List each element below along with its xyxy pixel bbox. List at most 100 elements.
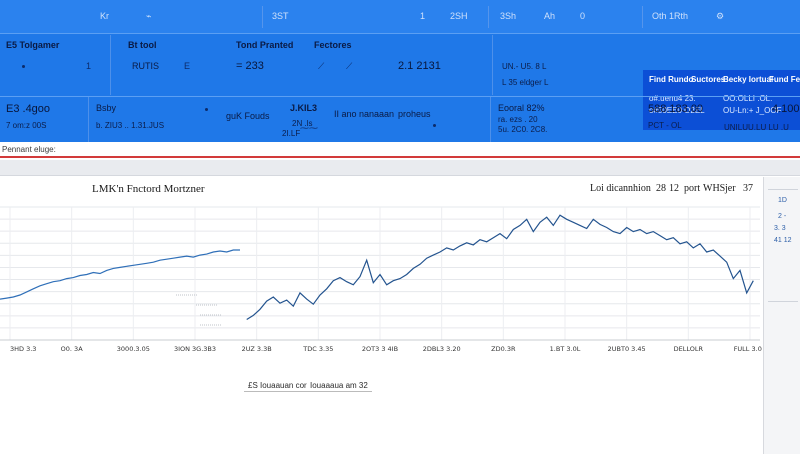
fund-value: = 233 <box>236 60 264 72</box>
x-tick-label: 2OT3 3 4IB <box>362 345 398 353</box>
topbar-cell: 1 <box>420 11 426 21</box>
right-sub-2: UNILUU.LU LU .U <box>724 123 789 132</box>
top-status-bar: Kr ⌁ 3ST 1 2SH 3Sh Ah 0 Oth 1Rth ⚙ <box>0 0 800 34</box>
right-scroll-rail[interactable]: 1D 2 - 3. 3 41 12 <box>763 177 800 454</box>
fund-summary-panel: Find Rundo Suctores Becky Iortual Fund F… <box>643 70 800 130</box>
sparkline-icon: ⟋ <box>318 61 325 71</box>
panel-row-a-left: o#.uenu4 23. <box>649 94 696 103</box>
row1-left-label: E5 Tolgamer <box>6 40 60 50</box>
panel-header: Becky Iortual <box>723 75 774 84</box>
bullet-icon <box>205 108 208 111</box>
topbar-divider <box>642 6 643 28</box>
series-line <box>246 214 754 321</box>
x-tick-label: ZD0.3R <box>491 345 516 353</box>
x-tick-label: 2UBT0 3.45 <box>608 345 646 353</box>
x-tick-label: 3000.3.05 <box>117 345 150 353</box>
topbar-cell: 3Sh <box>500 11 517 21</box>
jk-label: J.KIL3 <box>290 103 318 113</box>
panel-header: Find Rundo <box>649 75 694 84</box>
body-value: b. ZIU3 .. 1.31.JUS <box>96 121 165 130</box>
chart-meta: WHS <box>703 183 726 194</box>
topbar-divider <box>262 6 263 28</box>
x-tick-label: 2DBL3 3.20 <box>423 345 461 353</box>
panel-row-b-left: o#50EE0 O2EL <box>649 106 705 115</box>
topbar-cell: Kr <box>100 11 109 21</box>
x-tick-label: 3ION 3G.3B3 <box>174 345 216 353</box>
topbar-cell: 2SH <box>450 11 468 21</box>
stat-sub-2: 5u. 2C0. 2C8. <box>498 125 548 134</box>
mark-icon: 1 <box>86 61 92 71</box>
panel-header: Fund Fene <box>769 75 800 84</box>
x-tick-label: O0. 3A <box>61 345 84 353</box>
body-label: Bsby <box>96 103 117 113</box>
series-line <box>0 249 240 300</box>
center-value: UN.- U5. 8 L <box>502 62 547 71</box>
rail-tick: 1D <box>778 197 787 204</box>
chart-meta: 28 <box>656 183 666 194</box>
price-value: E3 .4goo <box>6 103 51 115</box>
row-divider <box>490 97 491 142</box>
chart-meta: 37 <box>743 183 753 194</box>
x-tick-label: TDC 3.35 <box>302 345 333 353</box>
sparkline-icon: ⟋ <box>346 61 353 71</box>
line-chart: 3HD 3.3 O0. 3A 3000.3.05 3ION 3G.3B3 2UZ 3.3… <box>0 206 762 353</box>
rail-divider <box>768 189 798 190</box>
topbar-cell: Oth 1Rth <box>652 11 689 21</box>
group-label: Bt tool <box>128 40 157 50</box>
x-tick-label: FULL 3.0B <box>734 345 762 353</box>
chart-panel: 3HD 3.3 O0. 3A 3000.3.05 3ION 3G.3B3 2UZ 3.3… <box>0 177 762 454</box>
x-tick-label: 3HD 3.3 <box>10 345 36 353</box>
chart-meta: 12 <box>669 183 679 194</box>
jk-value-2: 2I.LF <box>282 129 301 138</box>
gurk-label: guK Fouds <box>226 111 270 121</box>
legend-item[interactable]: £S Iouaauan cor <box>244 380 311 392</box>
bullet-icon <box>22 65 25 68</box>
row-divider <box>88 97 89 142</box>
chart-meta: jer <box>725 183 736 194</box>
bullet-icon <box>433 124 436 127</box>
rail-divider <box>768 301 798 302</box>
right-value: 588.183.00 <box>648 103 704 115</box>
x-tick-label: 1.BT 3.0L <box>550 345 581 353</box>
panel-header: Suctores <box>691 75 726 84</box>
stat-sub-1: ra. ezs . 20 <box>498 115 538 124</box>
chart-title: LMK'n Fnctord Mortzner <box>92 183 205 195</box>
functions-value: 2.1 2131 <box>398 60 441 72</box>
alert-strip: Pennant eluge: <box>0 142 800 158</box>
products-label: proheus <box>398 109 431 119</box>
mark-icon: E <box>184 61 191 71</box>
rail-tick: 41 12 <box>774 237 792 244</box>
topbar-menu-icon[interactable]: ⚙ <box>716 11 725 21</box>
x-tick-label: 2UZ 3.3B <box>242 345 272 353</box>
chart-meta: Loi dicannhion <box>590 183 651 194</box>
market-label: II ano nanaaan <box>334 109 395 119</box>
rail-tick: 2 - <box>778 213 787 220</box>
rail-tick: 3. 3 <box>774 225 786 232</box>
jk-value: 2N .ls <box>292 119 313 128</box>
group-value: RUTIS <box>132 61 159 71</box>
fund-label: Tond Pranted <box>236 40 294 50</box>
panel-row-a-right: OO.OLLI .OL. <box>723 94 773 103</box>
topbar-cell: 0 <box>580 11 586 21</box>
center-value-2: L 35 eldger L <box>502 78 549 87</box>
kpi-row-secondary: E3 .4goo 7 om:z 00S Bsby b. ZIU3 .. 1.31… <box>0 96 800 142</box>
strip-label: Pennant eluge: <box>2 145 56 154</box>
panel-row-b-right: OU-Ln:+ J_OOF <box>723 106 782 115</box>
right-sub: PCT - OL <box>648 121 682 130</box>
kpi-row-primary: E5 Tolgamer 1 Bt tool RUTIS E Tond Prant… <box>0 35 800 130</box>
sparkline-icon: ⁓⁓ <box>300 123 318 133</box>
right-value-2: 4.100 <box>772 103 800 115</box>
price-sub: 7 om:z 00S <box>6 121 47 130</box>
stat-label: Eooral 82% <box>498 103 545 113</box>
chart-meta: port <box>684 183 701 194</box>
legend-item[interactable]: Iouaaaua am 32 <box>306 380 372 392</box>
topbar-cell: Ah <box>544 11 556 21</box>
topbar-divider <box>488 6 489 28</box>
topbar-cell: ⌁ <box>146 11 152 21</box>
row-divider <box>492 35 493 95</box>
functions-label: Fectores <box>314 40 352 50</box>
topbar-cell: 3ST <box>272 11 289 21</box>
x-tick-label: DELLOLR <box>674 345 704 353</box>
toolbar-subbar <box>0 160 800 176</box>
row-divider <box>110 35 111 95</box>
